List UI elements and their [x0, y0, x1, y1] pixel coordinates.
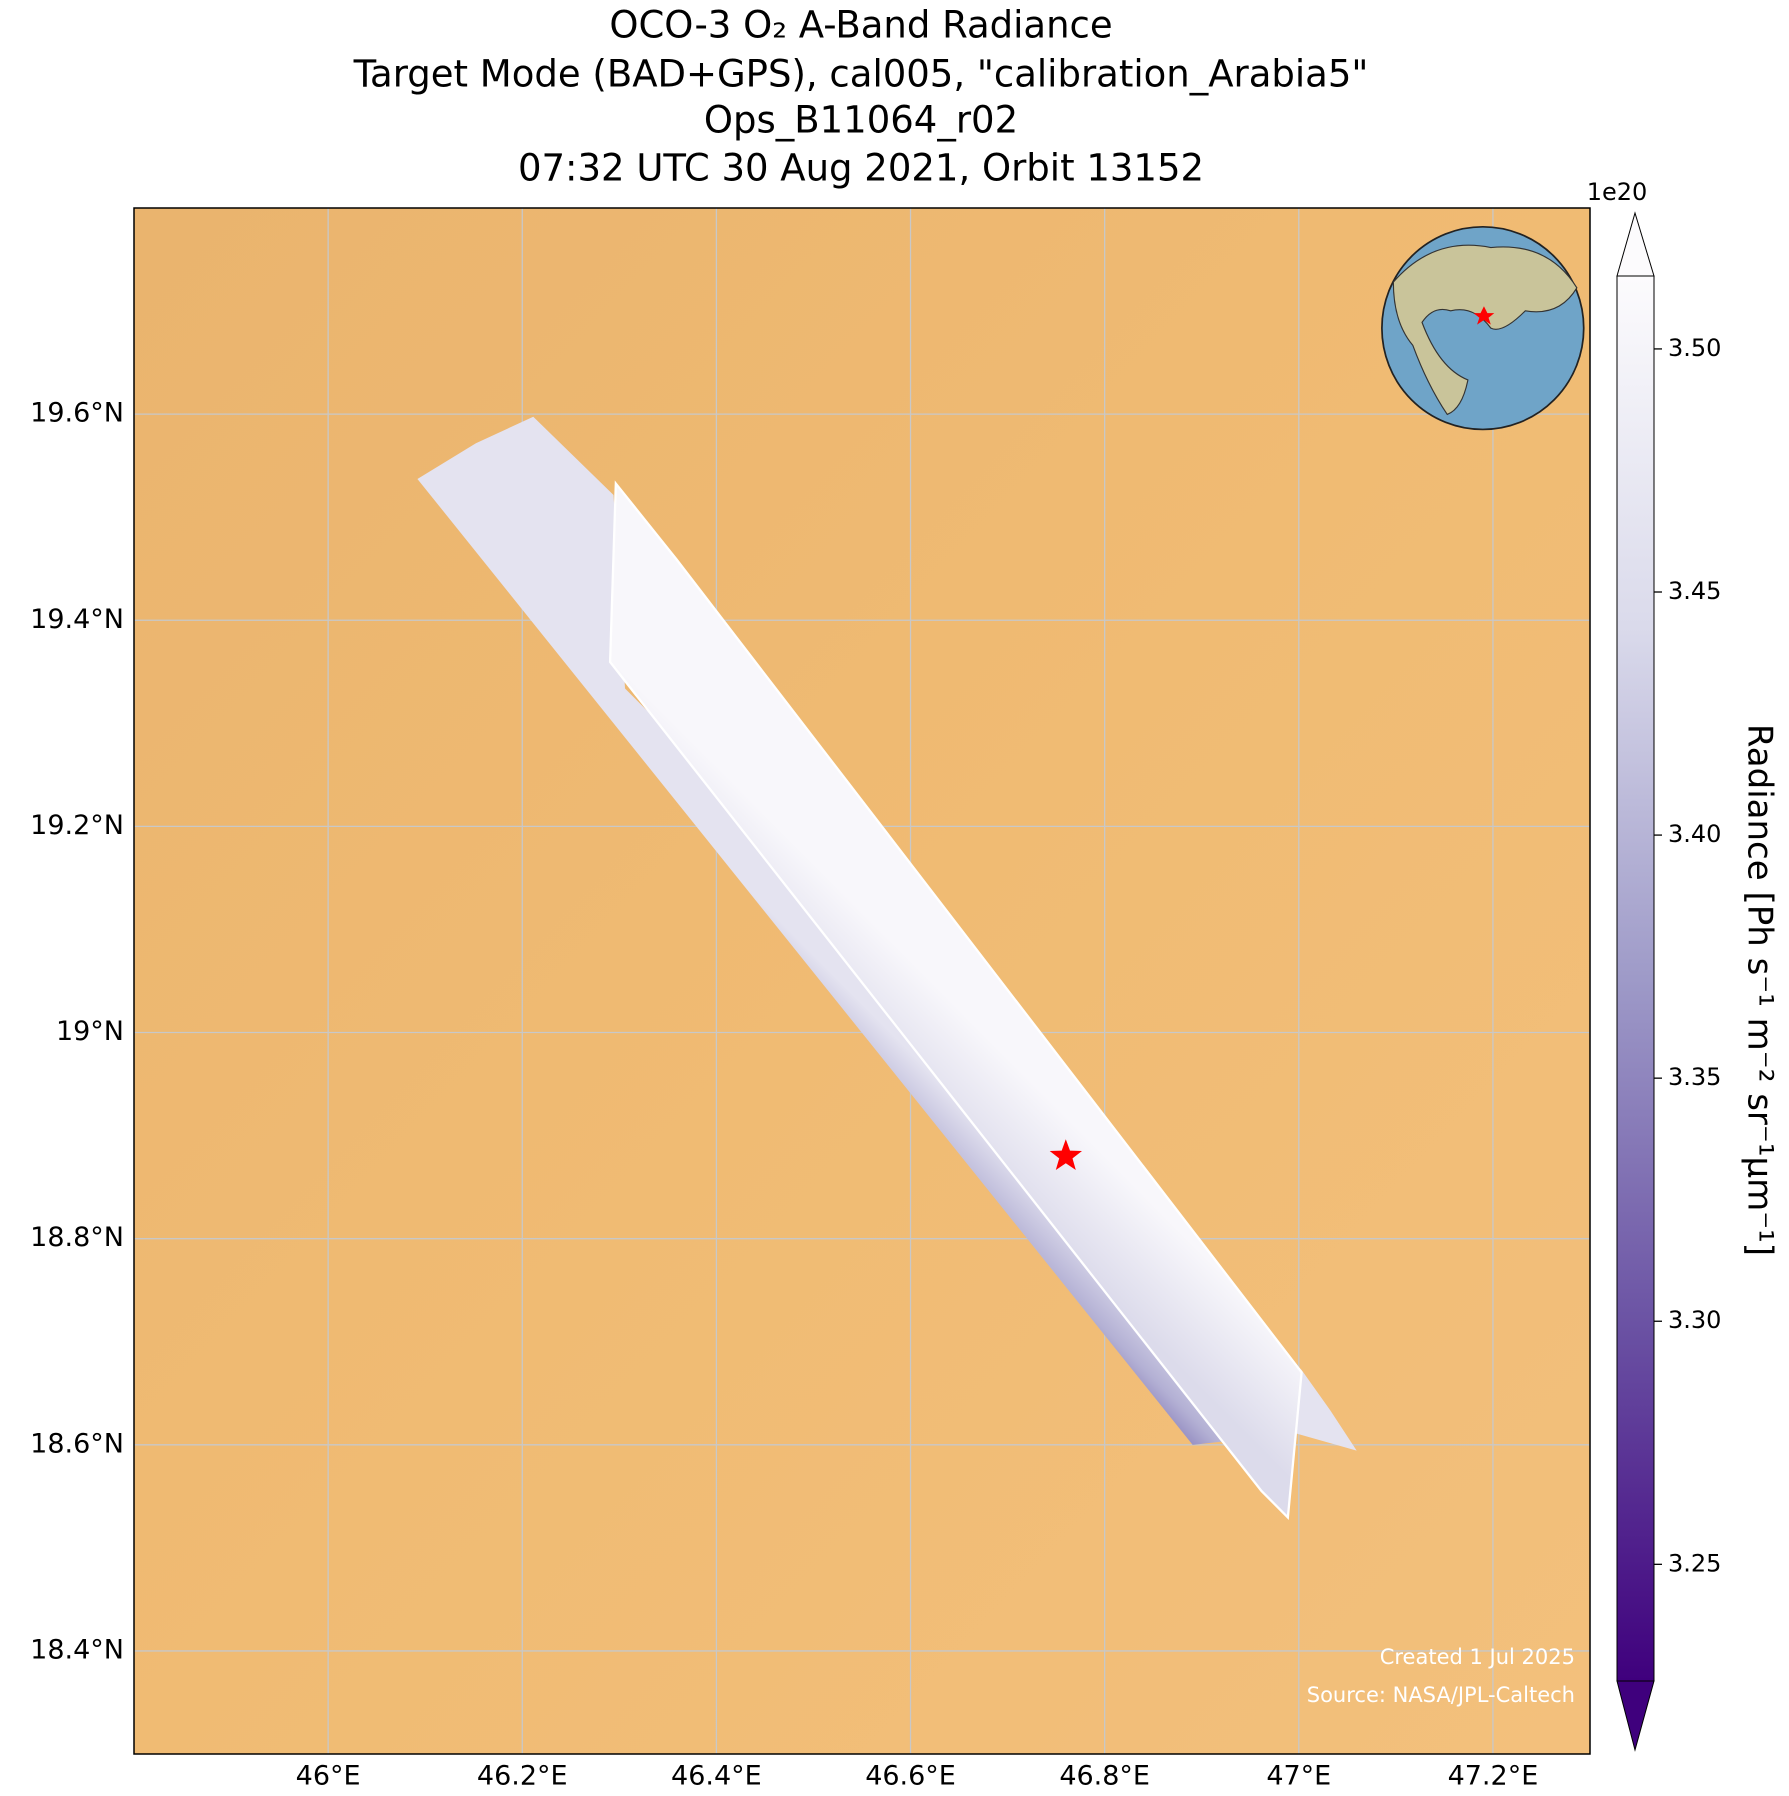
colorbar-extend-max: [1616, 211, 1655, 277]
credit: Source: NASA/JPL-Caltech: [1307, 1683, 1575, 1707]
y-tick-label: 19.6°N: [30, 398, 124, 429]
colorbar-tick-label: 3.45: [1668, 577, 1721, 605]
colorbar-tick-label: 3.25: [1668, 1549, 1721, 1577]
title: OCO-3 O₂ A-Band Radiance: [609, 4, 1112, 47]
colorbar-extend-min: [1616, 1680, 1655, 1752]
x-tick-label: 46.2°E: [477, 1761, 568, 1792]
x-tick-label: 46.8°E: [1059, 1761, 1150, 1792]
title: Target Mode (BAD+GPS), cal005, "calibrat…: [353, 53, 1369, 96]
x-tick-label: 47°E: [1266, 1761, 1331, 1792]
x-tick-label: 46°E: [296, 1761, 361, 1792]
x-tick-label: 46.6°E: [865, 1761, 956, 1792]
colorbar: [1616, 275, 1655, 1682]
colorbar-tick-label: 3.35: [1668, 1063, 1721, 1091]
swath-front: [608, 480, 1303, 1520]
y-tick-label: 18.8°N: [30, 1222, 124, 1253]
y-tick-label: 18.4°N: [30, 1634, 124, 1665]
swath: [417, 225, 1585, 1520]
x-tick-label: 46.4°E: [671, 1761, 762, 1792]
y-tick-label: 19°N: [56, 1016, 124, 1047]
colorbar-label: Radiance [Ph s⁻¹ m⁻² sr⁻¹µm⁻¹]: [1740, 724, 1780, 1256]
colorbar-tick-label: 3.30: [1668, 1306, 1721, 1334]
credit: Created 1 Jul 2025: [1380, 1645, 1575, 1669]
title: Ops_B11064_r02: [704, 99, 1018, 142]
colorbar-exponent: 1e20: [1587, 178, 1648, 206]
inset-globe: [1381, 225, 1585, 431]
title: 07:32 UTC 30 Aug 2021, Orbit 13152: [518, 147, 1204, 190]
y-tick-label: 18.6°N: [30, 1428, 124, 1459]
y-tick-label: 19.4°N: [30, 604, 124, 635]
target-marker: [1049, 1139, 1082, 1170]
x-tick-label: 47.2°E: [1448, 1761, 1539, 1792]
y-tick-label: 19.2°N: [30, 810, 124, 841]
colorbar-tick-label: 3.40: [1668, 820, 1721, 848]
map-frame: [133, 207, 1591, 1755]
colorbar-tick-label: 3.50: [1668, 334, 1721, 362]
